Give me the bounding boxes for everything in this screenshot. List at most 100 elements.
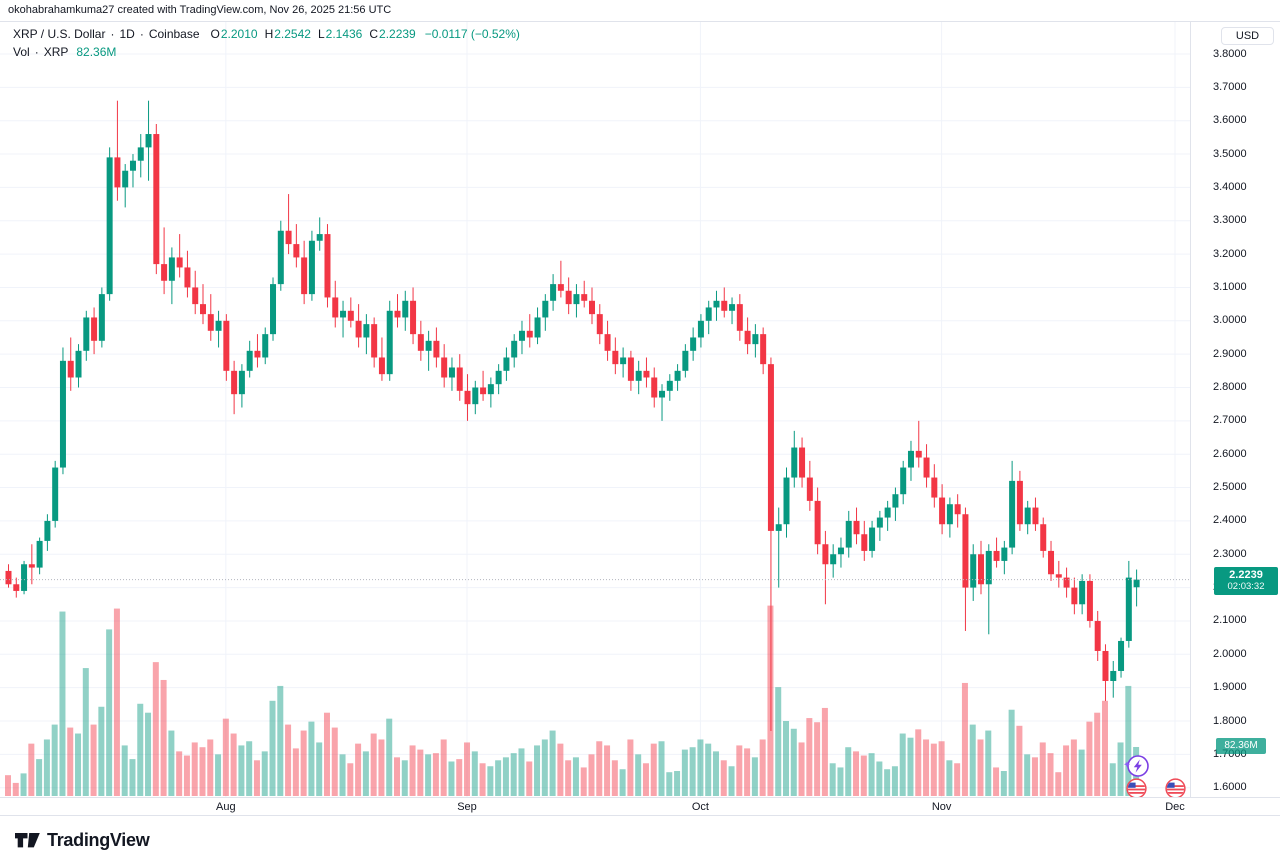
volume-bar [876,761,883,796]
candle-body [1032,507,1039,525]
candle-body [301,257,308,295]
volume-bar [1070,739,1077,796]
candle-body [651,377,658,398]
volume-bar [1125,685,1132,796]
volume-bar [549,730,556,796]
volume-bar [362,751,369,796]
candle-body [589,300,595,315]
price-axis-label: 3.4000 [1213,180,1247,193]
candle-body [13,584,20,591]
volume-bar [821,707,828,796]
volume-bar [36,759,43,796]
attribution-text: okohabrahamkuma27 created with TradingVi… [8,4,392,16]
volume-bar [261,751,268,796]
candle-body [293,244,300,258]
candle-body [721,300,728,311]
volume-bar [456,759,463,796]
candle-body [1024,507,1031,525]
volume-bar [487,766,494,796]
candle-body [5,570,12,585]
time-axis-label: Sep [457,801,477,813]
volume-bar [969,724,976,796]
candle-body [425,340,432,351]
symbol-row: XRP / U.S. Dollar · 1D · Coinbase O 2.201… [13,26,520,41]
volume-bar [1109,763,1116,796]
volume-bar [308,721,315,796]
candle-body [931,477,938,498]
time-axis-label: Aug [216,801,236,813]
candle-body [1009,480,1016,548]
us-flag-event-icon[interactable] [1165,778,1186,799]
candlestick-chart-canvas[interactable] [0,0,1280,815]
candle-body [1040,524,1047,551]
volume-bar [977,739,984,796]
volume-bar [479,763,486,796]
candle-body [627,357,634,381]
candle-body [581,294,588,301]
time-axis-label: Oct [691,801,709,813]
candle-body [495,370,502,385]
price-axis-label: 1.9000 [1213,681,1247,694]
currency-button[interactable]: USD [1221,27,1274,45]
candle-body [161,264,168,281]
volume-bar [1031,757,1038,796]
candle-body [620,357,627,365]
candle-body [464,390,471,405]
volume-bar [627,739,634,796]
candle-body [340,310,347,318]
price-axis-label: 3.5000 [1213,147,1247,160]
volume-bar [401,760,408,796]
volume-badge: 82.36M [1216,738,1266,754]
volume-bar [736,745,743,796]
volume-bar [666,772,673,796]
flash-event-icon[interactable] [1124,754,1150,778]
volume-bar [915,729,922,796]
volume-bar [176,751,183,796]
price-axis-label: 3.3000 [1213,214,1247,227]
candle-body [557,284,564,291]
candle-body [215,320,222,331]
candle-body [59,360,66,468]
volume-bar [347,763,354,796]
candle-body [659,390,666,398]
price-axis[interactable]: USD 3.8000 3.7000 3.6000 3.5000 3.4000 3.3000… [1190,22,1280,797]
candle-body [44,520,51,541]
candle-body [907,450,914,468]
brand-text: TradingView [47,829,150,850]
exchange-label[interactable]: Coinbase [148,26,200,41]
symbol-title[interactable]: XRP / U.S. Dollar [13,26,106,41]
interval-label[interactable]: 1D [119,26,135,41]
volume-bar [222,718,229,796]
candle-body [783,477,790,525]
candle-body [332,297,339,318]
volume-bar [495,760,502,796]
us-flag-event-icon[interactable] [1126,778,1147,799]
bar-countdown: 02:03:32 [1227,581,1265,592]
candle-body [246,350,253,371]
candle-body [52,467,59,521]
candle-body [744,330,751,345]
candle-body [612,350,619,365]
candle-body [137,147,144,161]
candle-body [1125,577,1132,641]
candle-body [806,477,813,501]
volume-bar [277,685,284,796]
candle-body [604,334,611,351]
candle-body [36,540,43,568]
legend-separator: · [139,26,144,41]
candle-body [876,517,883,528]
volume-bar [432,753,439,796]
candle-body [487,384,494,395]
volume-bar [1000,771,1007,796]
volume-bar [993,767,1000,796]
time-axis[interactable]: Aug Sep Oct Nov Dec [0,797,1280,815]
volume-bar [51,724,58,796]
candle-body [456,367,463,391]
candle-body [207,314,214,331]
tradingview-logo[interactable]: TradingView [14,827,150,853]
volume-bar [43,739,50,796]
chart-legend: XRP / U.S. Dollar · 1D · Coinbase O 2.201… [13,26,520,62]
legend-separator: · [110,26,115,41]
volume-bar [860,755,867,796]
volume-bar [378,739,385,796]
